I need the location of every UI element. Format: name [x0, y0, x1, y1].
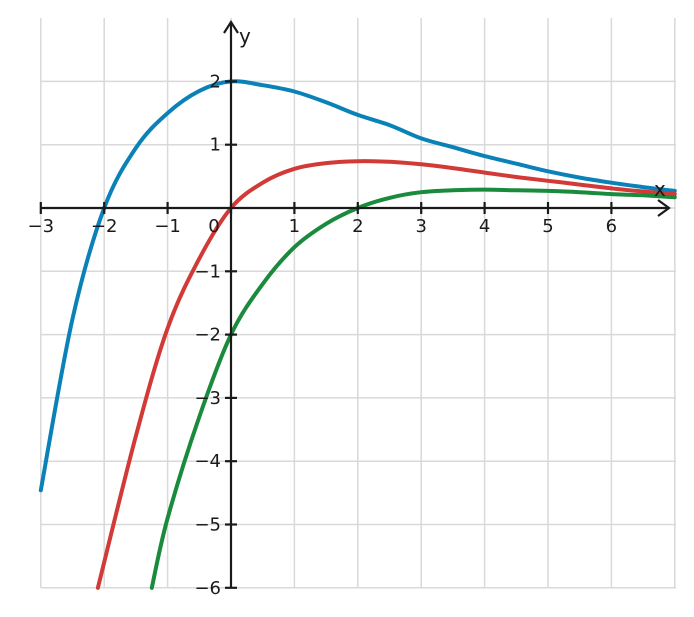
x-tick-label: −2 — [91, 216, 118, 237]
y-tick-label: −1 — [194, 261, 221, 282]
x-tick-label: 4 — [479, 216, 490, 237]
y-axis-arrowhead — [223, 19, 239, 34]
curve-1 — [38, 79, 677, 493]
x-tick-label: −1 — [154, 216, 181, 237]
y-axis-label: y — [239, 24, 251, 48]
x-tick-label: 3 — [415, 216, 426, 237]
x-tick-label: −3 — [28, 216, 55, 237]
y-tick-label: 1 — [210, 135, 221, 156]
y-tick-label: 2 — [210, 71, 221, 92]
grid — [40, 18, 676, 589]
curve-3 — [149, 187, 677, 590]
x-axis-label: x — [654, 177, 666, 201]
ticks — [39, 80, 613, 589]
tick-labels: −3 −2 −1 0 1 2 3 4 5 6 −6 −5 −4 −3 −2 −1 1 2 — [28, 71, 618, 598]
x-tick-label: 6 — [606, 216, 617, 237]
curve-2 — [95, 159, 677, 590]
y-tick-label: −4 — [194, 451, 221, 472]
x-axis-arrowhead — [657, 199, 671, 217]
x-tick-label: 5 — [542, 216, 553, 237]
y-tick-label: −6 — [194, 578, 221, 599]
y-tick-label: −2 — [194, 325, 221, 346]
x-tick-label: 2 — [352, 216, 363, 237]
curves — [38, 79, 677, 590]
axes — [40, 19, 671, 588]
x-tick-label: 0 — [208, 216, 219, 237]
x-tick-label: 1 — [289, 216, 300, 237]
y-tick-label: −5 — [194, 515, 221, 536]
y-tick-label: −3 — [194, 388, 221, 409]
